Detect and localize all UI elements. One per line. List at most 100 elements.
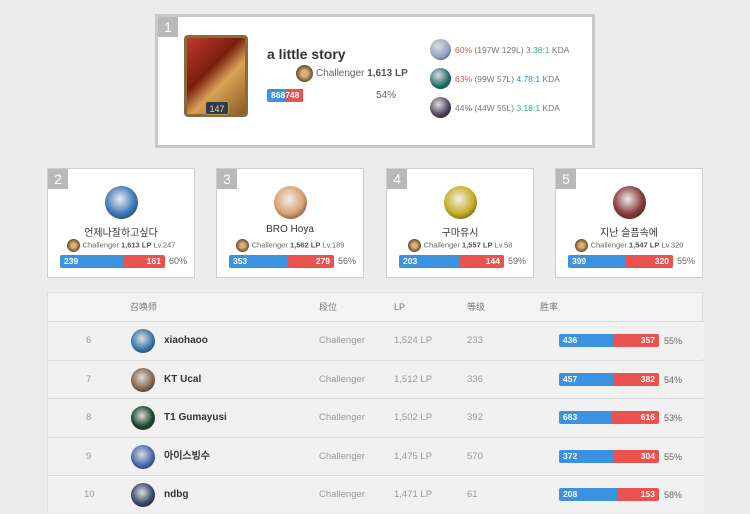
losses: 279 <box>287 255 334 268</box>
champion-icon[interactable] <box>430 68 451 89</box>
level-label: Lv.247 <box>153 240 176 250</box>
champion-record: (197W 129L) <box>474 44 524 55</box>
lp-value: 1,613 LP <box>367 68 408 80</box>
tier-info: Challenger 1,613 LP Lv.247 <box>48 239 194 252</box>
wins: 372 <box>559 449 615 463</box>
lp: 1,524 LP <box>394 335 433 346</box>
top-rank-card[interactable]: 1 147 a little story Challenger 1,613 LP… <box>155 14 595 148</box>
summoner-name[interactable]: 구마유시 <box>441 228 479 239</box>
champion-stat[interactable]: 60% (197W 129L) 3.38:1 KDA <box>430 39 569 60</box>
lp-value: 1,557 LP <box>462 240 493 250</box>
losses: 320 <box>626 255 673 268</box>
wins: 436 <box>559 334 614 347</box>
winrate: 55% <box>664 451 683 462</box>
rank-badge: 2 <box>48 169 68 189</box>
summoner-name[interactable]: xiaohaoo <box>164 335 208 346</box>
win-loss-bar: 436 357 <box>559 334 659 347</box>
challenger-emblem-icon <box>574 239 588 252</box>
tier-info: Challenger 1,562 LP Lv.189 <box>217 239 363 252</box>
lp-value: 1,562 LP <box>289 240 321 250</box>
wins: 208 <box>559 488 617 501</box>
level: 336 <box>467 373 483 385</box>
losses: 748 <box>285 89 304 102</box>
level: 570 <box>467 450 483 462</box>
tier-info: Challenger 1,613 LP <box>296 65 408 82</box>
winrate: 60% <box>169 256 188 266</box>
summoner-avatar[interactable] <box>444 186 477 219</box>
winrate: 59% <box>508 256 527 266</box>
win-loss-bar: 239 161 <box>60 255 165 268</box>
champion-icon[interactable] <box>430 97 451 118</box>
summoner-avatar[interactable] <box>131 406 155 430</box>
win-loss-bar: 372 304 <box>559 449 659 463</box>
rank-card[interactable]: 4 구마유시 Challenger 1,557 LP Lv.58 203 144 59% <box>386 168 534 278</box>
header-winrate: 胜率 <box>540 302 559 312</box>
champion-winrate: 63% <box>455 73 473 84</box>
table-row[interactable]: 9 아이스빙수 Challenger 1,475 LP 570 372 304 55% <box>48 436 704 475</box>
summoner-avatar[interactable] <box>131 444 155 469</box>
champion-icon[interactable] <box>430 39 451 60</box>
wins: 203 <box>399 255 461 268</box>
lp: 1,475 LP <box>394 450 433 462</box>
challenger-emblem-icon <box>296 65 313 82</box>
lp: 1,471 LP <box>394 489 433 500</box>
header-lp: LP <box>394 302 406 312</box>
rank-number: 7 <box>86 373 92 385</box>
header-summoner: 召唤师 <box>130 302 158 312</box>
kda-label: KDA <box>542 73 560 84</box>
wins: 868 <box>267 89 286 102</box>
lp-value: 1,613 LP <box>120 240 152 250</box>
rank-card[interactable]: 5 지난 슬픔속에 Challenger 1,547 LP Lv.320 399 320… <box>555 168 703 278</box>
level-label: Lv.58 <box>494 240 513 250</box>
winrate: 55% <box>664 336 683 346</box>
tier: Challenger <box>319 335 365 346</box>
kda-label: KDA <box>551 44 570 55</box>
rank-card[interactable]: 2 언제나잘하고싶다 Challenger 1,613 LP Lv.247 239 16… <box>47 168 195 278</box>
winrate: 58% <box>664 490 683 500</box>
tier: Challenger <box>319 489 365 500</box>
summoner-name[interactable]: ndbg <box>164 489 189 500</box>
rank-badge: 4 <box>387 169 407 189</box>
winrate: 56% <box>338 256 357 266</box>
challenger-emblem-icon <box>407 239 421 252</box>
challenger-emblem-icon <box>235 239 249 252</box>
win-loss-bar: 457 382 <box>559 372 659 386</box>
tier-label: Challenger <box>316 68 365 80</box>
wins: 683 <box>559 411 612 424</box>
wins: 239 <box>60 255 123 268</box>
table-row[interactable]: 10 ndbg Challenger 1,471 LP 61 208 153 58% <box>48 475 704 513</box>
summoner-name[interactable]: T1 Gumayusi <box>164 412 227 423</box>
champion-stat[interactable]: 63% (99W 57L) 4.78:1 KDA <box>430 68 560 89</box>
champion-winrate: 60% <box>455 44 473 55</box>
summoner-avatar[interactable] <box>105 186 138 219</box>
summoner-name[interactable]: 지난 슬픔속에 <box>600 228 658 239</box>
summoner-avatar[interactable] <box>274 186 307 219</box>
summoner-name[interactable]: 언제나잘하고싶다 <box>84 228 158 239</box>
level-label: Lv.320 <box>661 240 684 250</box>
losses: 382 <box>613 372 659 386</box>
level: 392 <box>467 412 483 423</box>
tier-label: Challenger <box>82 240 119 250</box>
tier: Challenger <box>319 450 365 462</box>
winrate: 54% <box>376 90 397 101</box>
summoner-avatar[interactable] <box>131 483 155 507</box>
winrate: 54% <box>664 374 683 385</box>
table-row[interactable]: 7 KT Ucal Challenger 1,512 LP 336 457 382 54% <box>48 359 704 398</box>
summoner-name[interactable]: KT Ucal <box>164 373 202 385</box>
summoner-avatar[interactable] <box>131 329 155 353</box>
table-row[interactable]: 8 T1 Gumayusi Challenger 1,502 LP 392 683 616 5… <box>48 398 704 436</box>
win-loss-bar: 399 320 <box>568 255 673 268</box>
table-row[interactable]: 6 xiaohaoo Challenger 1,524 LP 233 436 357 55% <box>48 321 704 359</box>
summoner-name[interactable]: BRO Hoya <box>266 224 314 235</box>
summoner-avatar[interactable] <box>131 367 155 392</box>
level: 233 <box>467 335 483 346</box>
summoner-avatar[interactable] <box>613 186 646 219</box>
level-badge: 147 <box>205 101 229 115</box>
header-level: 等级 <box>467 302 486 312</box>
summoner-name[interactable]: a little story <box>267 46 346 62</box>
champion-stat[interactable]: 44% (44W 55L) 3.18:1 KDA <box>430 97 560 118</box>
summoner-name[interactable]: 아이스빙수 <box>164 450 210 462</box>
wins: 353 <box>229 255 288 268</box>
level-label: Lv.189 <box>322 240 345 250</box>
rank-card[interactable]: 3 BRO Hoya Challenger 1,562 LP Lv.189 353 27… <box>216 168 364 278</box>
